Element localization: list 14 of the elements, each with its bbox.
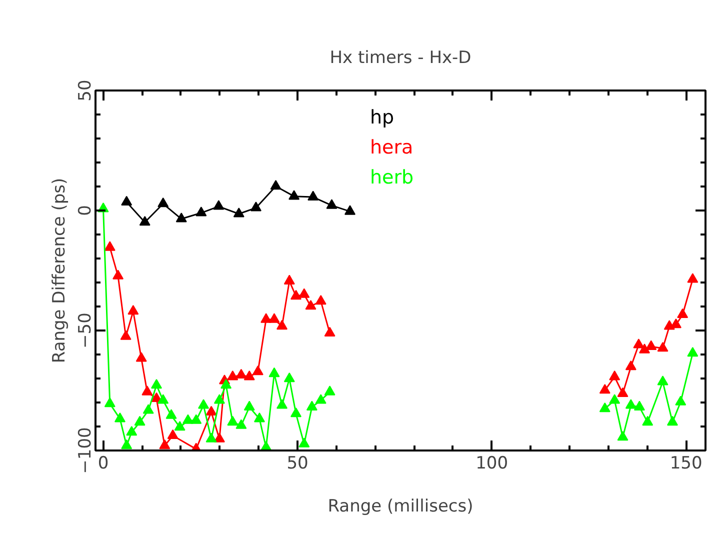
chart-title: Hx timers - Hx-D: [330, 48, 472, 68]
text: herb: [370, 166, 414, 188]
x-tick-label: 150: [670, 454, 702, 474]
x-axis-title: Range (millisecs): [328, 496, 474, 516]
y-tick-label: −100: [76, 427, 96, 474]
legend-label: hp: [370, 106, 394, 128]
x-tick-label: 100: [476, 454, 508, 474]
x-tick-label: 0: [98, 454, 109, 474]
y-tick-label: 0: [76, 205, 96, 216]
y-axis-title: Range Difference (ps): [50, 178, 70, 364]
y-tick-label: 50: [76, 80, 96, 102]
text: hera: [370, 136, 414, 158]
y-tick-label: −50: [76, 312, 96, 348]
x-tick-label: 50: [286, 454, 308, 474]
